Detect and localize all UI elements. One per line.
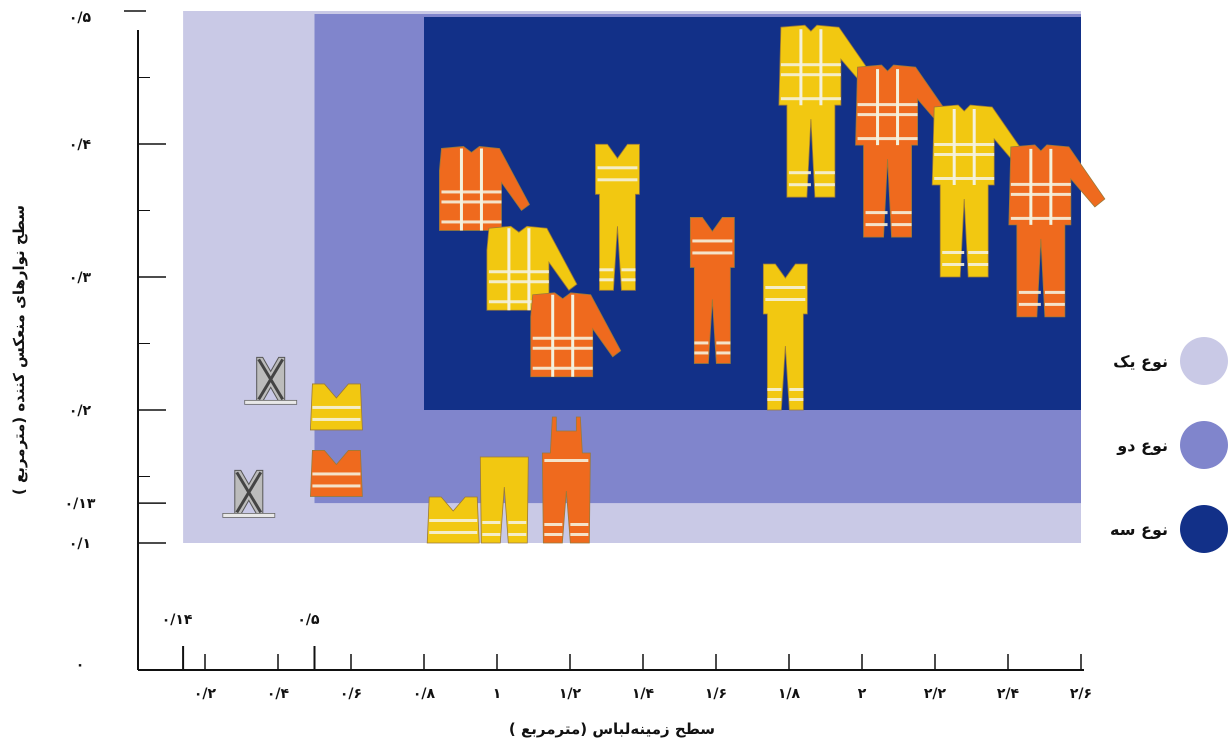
legend-label: نوع دو — [1116, 436, 1168, 455]
x-tick-label: ۱/۲ — [559, 686, 582, 702]
x-tick-label: ۲/۶ — [1070, 686, 1092, 702]
x-tick-label: ۰/۶ — [340, 686, 362, 702]
garment-bib-overall — [541, 416, 591, 544]
x-ticks-layer: ۰/۲ ۰/۴ ۰/۶ ۰/۸ ۱ ۱/۲ ۱/۴ ۱/۶ ۱/۸ ۲ ۲/۲ ۲/۴ ۲/۶ ۰/۱۴ ۰… — [162, 612, 1092, 702]
y-tick-label: ۰/۳ — [69, 270, 92, 286]
x-boundary-tick-label: ۰/۱۴ — [162, 612, 193, 628]
garment-coverall — [931, 104, 1029, 278]
y-tick-label: ۰/۴ — [69, 137, 92, 153]
garment-jacket — [439, 146, 530, 231]
x-tick-label: ۱/۴ — [632, 686, 655, 702]
y-tick-label: ۰/۲ — [69, 403, 92, 419]
garment-vest-trousers — [689, 217, 735, 364]
garment-vest — [426, 496, 480, 544]
y-tick-label: ۰/۱ — [69, 536, 91, 552]
x-tick-label: ۲/۴ — [997, 686, 1020, 702]
y-tick-label: ۰/۱۳ — [65, 496, 96, 512]
axes-layer — [137, 30, 1084, 671]
garment-coverall — [855, 64, 953, 238]
garment-coverall — [1008, 144, 1106, 318]
garment-strap-harness — [244, 356, 298, 405]
legend-swatch — [1180, 421, 1228, 469]
garment-coverall — [778, 24, 876, 198]
y-tick-label: ۰ — [76, 657, 85, 673]
garment-jacket — [486, 225, 578, 311]
legend: نوع یک نوع دو نوع سه — [1110, 337, 1228, 553]
garment-strap-harness — [222, 469, 276, 518]
legend-swatch — [1180, 505, 1228, 553]
x-tick-label: ۰/۸ — [413, 686, 436, 702]
garment-vest-trousers — [762, 263, 808, 411]
y-tick-label: ۰/۵ — [69, 10, 92, 26]
garment-vest — [309, 450, 363, 497]
x-tick-label: ۱/۶ — [705, 686, 727, 702]
garment-vest-trousers — [595, 143, 640, 291]
x-tick-label: ۰/۲ — [194, 686, 217, 702]
x-tick-label: ۲/۲ — [924, 686, 947, 702]
garments-layer — [222, 24, 1106, 544]
x-tick-label: ۰/۴ — [267, 686, 290, 702]
legend-label: نوع سه — [1110, 520, 1168, 539]
x-axis-title: سطح زمینه‌لباس (مترمربع ) — [509, 720, 715, 738]
x-boundary-tick-label: ۰/۵ — [297, 612, 320, 628]
garment-trousers — [479, 456, 529, 544]
x-tick-label: ۱/۸ — [778, 686, 801, 702]
y-axis-title: سطح نوارهای منعکس کننده (مترمربع ) — [10, 205, 28, 495]
x-tick-label: ۲ — [858, 686, 867, 702]
x-tick-label: ۱ — [493, 686, 502, 702]
legend-label: نوع یک — [1113, 352, 1168, 371]
garment-jacket — [530, 292, 622, 378]
y-ticks-layer: ۰ ۰/۱ ۰/۱۳ ۰/۲ ۰/۳ ۰/۴ ۰/۵ — [65, 10, 166, 673]
legend-swatch — [1180, 337, 1228, 385]
garment-vest — [309, 383, 363, 431]
